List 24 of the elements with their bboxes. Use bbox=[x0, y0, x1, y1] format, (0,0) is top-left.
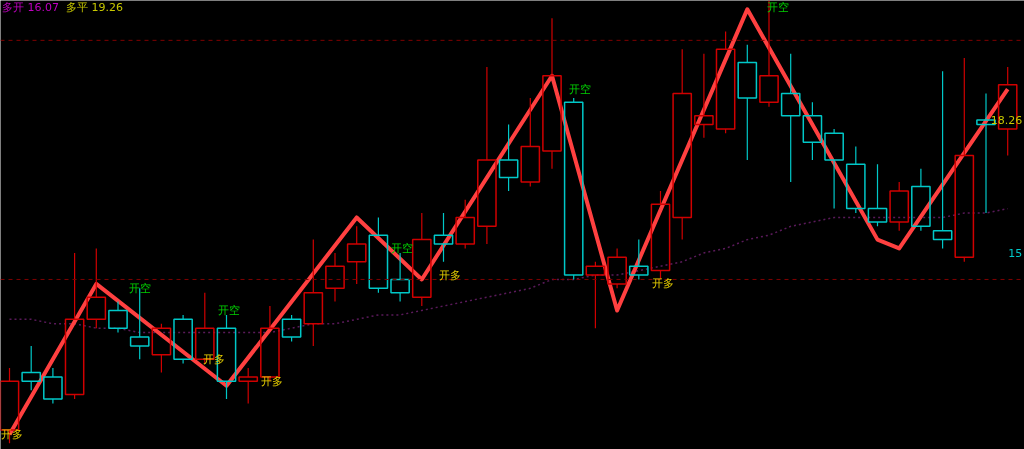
candlestick bbox=[390, 252, 410, 303]
candlestick bbox=[824, 128, 844, 210]
candlestick bbox=[780, 53, 801, 183]
candlestick bbox=[108, 301, 128, 334]
candlestick bbox=[759, 0, 779, 108]
annotation: 开多 bbox=[439, 268, 462, 282]
candlestick bbox=[542, 17, 562, 170]
annotation: 开多 bbox=[651, 277, 674, 291]
candlestick bbox=[694, 53, 714, 139]
candlestick bbox=[325, 252, 345, 303]
candlestick bbox=[173, 314, 193, 365]
annotation: 开空 bbox=[128, 281, 151, 295]
annotation: 多开 16.07 bbox=[1, 0, 59, 14]
annotation: 开空 bbox=[217, 303, 240, 317]
candlestick bbox=[911, 168, 931, 232]
annotation: 开多 bbox=[261, 374, 284, 388]
annotation: 开空 bbox=[569, 82, 592, 96]
candlestick bbox=[477, 66, 497, 245]
annotation: 多平 19.26 bbox=[65, 0, 123, 14]
annotation: 15 bbox=[1008, 246, 1023, 260]
candlestick bbox=[672, 48, 693, 241]
candlestick bbox=[303, 239, 324, 347]
candlestick bbox=[43, 367, 63, 405]
candlestick bbox=[607, 247, 627, 289]
